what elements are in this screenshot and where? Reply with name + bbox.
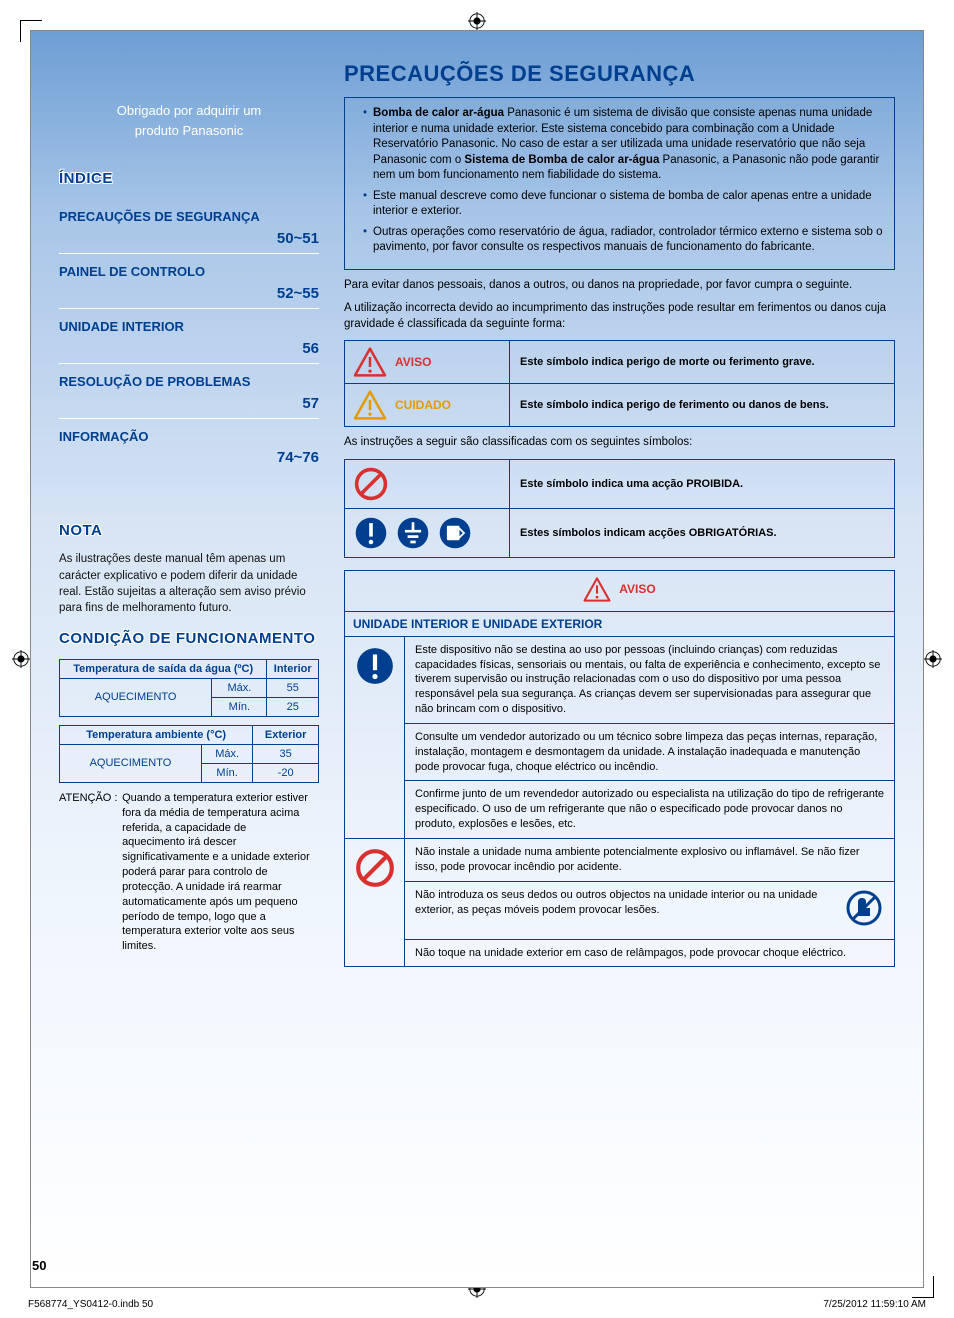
sidebar: Obrigado por adquirir um produto Panason… <box>59 61 319 1267</box>
table-header: Exterior <box>253 725 319 744</box>
main-title: PRECAUÇÕES DE SEGURANÇA <box>344 61 895 87</box>
action-icons-prohibited <box>345 460 510 508</box>
mandatory-ground-icon <box>395 515 431 551</box>
registration-mark-left-icon <box>12 650 30 668</box>
aviso-description: Este símbolo indica perigo de morte ou f… <box>510 349 894 375</box>
mandatory-exclaim-icon <box>354 645 396 687</box>
action-symbol-table: Este símbolo indica uma acção PROIBIDA. … <box>344 459 895 558</box>
toc: PRECAUÇÕES DE SEGURANÇA 50~51 PAINEL DE … <box>59 199 319 472</box>
table-cell: -20 <box>253 763 319 782</box>
action-icons-mandatory <box>345 509 510 557</box>
bold-text: Sistema de Bomba de calor ar-água <box>464 154 659 166</box>
toc-item: INFORMAÇÃO 74~76 <box>59 419 319 473</box>
warning-item-text: Não introduza os seus dedos ou outros ob… <box>415 888 836 918</box>
table-header: Temperatura ambiente (°C) <box>60 725 253 744</box>
warning-prohibited-section: Não instale a unidade numa ambiente pote… <box>345 838 894 966</box>
warning-item: Este dispositivo não se destina ao uso p… <box>405 637 894 724</box>
toc-title: INFORMAÇÃO <box>59 429 319 446</box>
toc-item: RESOLUÇÃO DE PROBLEMAS 57 <box>59 364 319 419</box>
toc-item: UNIDADE INTERIOR 56 <box>59 309 319 364</box>
no-finger-icon <box>844 888 884 933</box>
intro-bullet: Outras operações como reservatório de ág… <box>363 225 884 256</box>
registration-mark-top-icon <box>468 12 486 30</box>
aviso-label: AVISO <box>619 582 655 596</box>
toc-title: PRECAUÇÕES DE SEGURANÇA <box>59 209 319 226</box>
warning-triangle-icon <box>583 577 611 602</box>
cuidado-label: CUIDADO <box>395 398 451 412</box>
symbol-table: AVISO Este símbolo indica perigo de mort… <box>344 340 895 427</box>
intro-bullet: Este manual descreve como deve funcionar… <box>363 189 884 220</box>
table-cell: Máx. <box>201 744 252 763</box>
atencao-body: Quando a temperatura exterior estiver fo… <box>122 791 312 954</box>
table-cell: Máx. <box>212 678 267 697</box>
intro-bullet: Bomba de calor ar-água Panasonic é um si… <box>363 106 884 184</box>
warning-item: Não introduza os seus dedos ou outros ob… <box>405 882 894 940</box>
warning-item: Não instale a unidade numa ambiente pote… <box>405 839 894 882</box>
warning-icon-col <box>345 839 405 966</box>
table-header: Temperatura de saída da água (ºC) <box>60 659 267 678</box>
toc-item: PAINEL DE CONTROLO 52~55 <box>59 254 319 309</box>
table-cell: 35 <box>253 744 319 763</box>
warning-mandatory-section: Este dispositivo não se destina ao uso p… <box>345 636 894 838</box>
condicao-heading: CONDIÇÃO DE FUNCIONAMENTO <box>59 630 319 647</box>
toc-item: PRECAUÇÕES DE SEGURANÇA 50~51 <box>59 199 319 254</box>
table-cell: Mín. <box>212 697 267 716</box>
footer: F568774_YS0412-0.indb 50 7/25/2012 11:59… <box>28 1299 926 1310</box>
aviso-label: AVISO <box>395 355 431 369</box>
toc-title: UNIDADE INTERIOR <box>59 319 319 336</box>
footer-time: 7/25/2012 11:59:10 AM <box>823 1299 926 1310</box>
nota-heading: NOTA <box>59 522 319 539</box>
caution-triangle-icon <box>353 390 387 420</box>
toc-title: RESOLUÇÃO DE PROBLEMAS <box>59 374 319 391</box>
table-cell: Mín. <box>201 763 252 782</box>
warning-sub-heading: UNIDADE INTERIOR E UNIDADE EXTERIOR <box>345 612 894 636</box>
registration-mark-right-icon <box>924 650 942 668</box>
cuidado-description: Este símbolo indica perigo de ferimento … <box>510 392 894 418</box>
table-cell: AQUECIMENTO <box>60 678 212 716</box>
toc-page: 52~55 <box>59 285 319 302</box>
page-content: Obrigado por adquirir um produto Panason… <box>30 30 924 1288</box>
warning-icon-col <box>345 637 405 838</box>
warning-item: Não toque na unidade exterior em caso de… <box>405 940 894 967</box>
thanks-text: Obrigado por adquirir um produto Panason… <box>59 101 319 140</box>
mandatory-manual-icon <box>437 515 473 551</box>
atencao-label: ATENÇÃO : <box>59 791 119 806</box>
mandatory-exclaim-icon <box>353 515 389 551</box>
footer-file: F568774_YS0412-0.indb 50 <box>28 1299 153 1310</box>
prohibited-icon <box>354 847 396 889</box>
prohibited-description: Este símbolo indica uma acção PROIBIDA. <box>510 471 894 497</box>
symbol-cell-aviso: AVISO <box>345 341 510 383</box>
indice-heading: ÍNDICE <box>59 170 319 187</box>
toc-page: 50~51 <box>59 230 319 247</box>
symbol-cell-cuidado: CUIDADO <box>345 384 510 426</box>
paragraph: Para evitar danos pessoais, danos a outr… <box>344 278 895 294</box>
bold-text: Bomba de calor ar-água <box>373 107 504 119</box>
toc-page: 56 <box>59 340 319 357</box>
table-cell: 25 <box>267 697 319 716</box>
nota-body: As ilustrações deste manual têm apenas u… <box>59 551 319 615</box>
atencao-note: ATENÇÃO : Quando a temperatura exterior … <box>59 791 319 954</box>
warning-box: AVISO UNIDADE INTERIOR E UNIDADE EXTERIO… <box>344 570 895 968</box>
page-number: 50 <box>32 1258 46 1273</box>
table-header: Interior <box>267 659 319 678</box>
prohibited-icon <box>353 466 389 502</box>
table-temp-agua: Temperatura de saída da água (ºC) Interi… <box>59 659 319 717</box>
toc-page: 74~76 <box>59 449 319 466</box>
warning-box-header: AVISO <box>345 571 894 612</box>
warning-triangle-icon <box>353 347 387 377</box>
paragraph: As instruções a seguir são classificadas… <box>344 435 895 451</box>
mandatory-description: Estes símbolos indicam acções OBRIGATÓRI… <box>510 520 894 546</box>
toc-page: 57 <box>59 395 319 412</box>
intro-box: Bomba de calor ar-água Panasonic é um si… <box>344 97 895 270</box>
toc-title: PAINEL DE CONTROLO <box>59 264 319 281</box>
warning-item: Confirme junto de um revendedor autoriza… <box>405 781 894 838</box>
main-content: PRECAUÇÕES DE SEGURANÇA Bomba de calor a… <box>344 61 895 1267</box>
warning-item: Consulte um vendedor autorizado ou um té… <box>405 724 894 782</box>
paragraph: A utilização incorrecta devido ao incump… <box>344 301 895 332</box>
table-temp-ambiente: Temperatura ambiente (°C) Exterior AQUEC… <box>59 725 319 783</box>
table-cell: 55 <box>267 678 319 697</box>
table-cell: AQUECIMENTO <box>60 744 202 782</box>
